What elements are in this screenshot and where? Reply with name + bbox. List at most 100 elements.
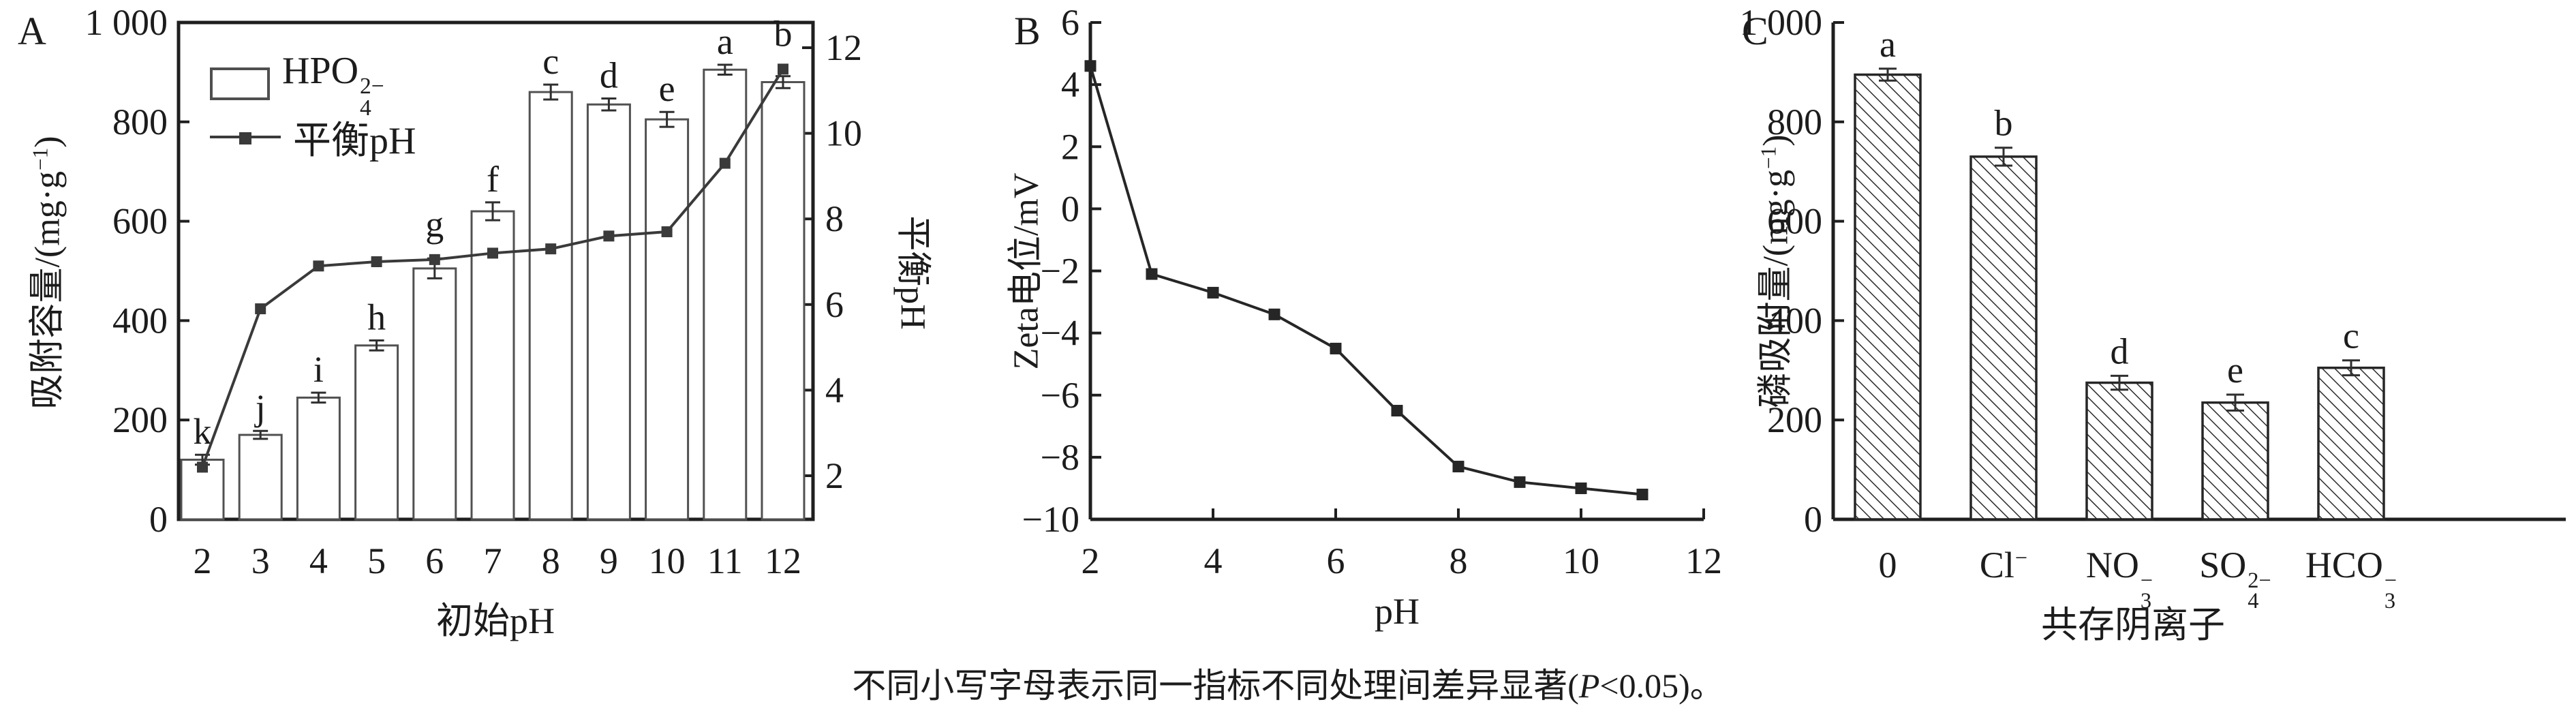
significance-letter: h <box>367 297 386 338</box>
axis-label-a-x: 初始pH <box>436 600 555 641</box>
y-tick-label-b: 6 <box>1061 2 1079 43</box>
x-tick-label-c: HCO −3 <box>2305 545 2397 614</box>
axis-label-c-y-text: 磷吸附量/(mg·g <box>1756 169 1796 408</box>
bar-anion <box>2201 401 2269 521</box>
line-marker-b <box>1575 482 1587 494</box>
significance-letter-c: b <box>1995 103 2013 144</box>
y-tick-label-right: 10 <box>825 113 862 154</box>
x-tick-label-c: SO 2− 4 <box>2199 545 2271 614</box>
y-tick-label-b: 4 <box>1061 64 1079 105</box>
significance-letter: e <box>659 68 675 109</box>
line-marker <box>661 226 673 238</box>
bar-hpo4 <box>528 91 573 521</box>
y-tick-label-b: 2 <box>1061 126 1079 167</box>
significance-letter-c: e <box>2227 350 2243 391</box>
y-tick-label-b: −2 <box>1041 251 1079 292</box>
axis-label-c-y: 磷吸附量/(mg·g−1) <box>1747 134 1798 408</box>
axis-label-b-y-text: Zeta电位/mV <box>1007 172 1046 370</box>
y-tick-label-right: 8 <box>825 198 844 239</box>
x-tick-label: 12 <box>765 540 801 581</box>
legend-hpo4-label: HPO 2− 4 <box>282 49 384 119</box>
bar-swatch-icon <box>210 67 270 100</box>
bar-hpo4 <box>761 80 806 521</box>
caption-post: <0.05)。 <box>1599 667 1724 705</box>
line-swatch-icon <box>210 132 281 144</box>
line-marker-b <box>1330 342 1342 354</box>
significance-letter: k <box>194 411 212 452</box>
legend-hpo4-main: HPO <box>282 49 359 92</box>
legend-ph-label: 平衡pH <box>293 119 416 162</box>
y-tick-label-c: 0 <box>1804 499 1822 540</box>
y-tick-label-left: 600 <box>112 201 168 242</box>
y-tick-label-b: 0 <box>1061 188 1079 229</box>
line-marker <box>719 157 731 169</box>
line-marker <box>313 260 324 272</box>
significance-letter: f <box>487 159 499 200</box>
panel-label-a: A <box>18 9 46 53</box>
bar-anion <box>2317 366 2385 521</box>
significance-letter: j <box>254 387 266 428</box>
zeta-line <box>1089 65 1643 496</box>
legend: HPO 2− 4 平衡pH <box>210 50 416 164</box>
y-tick-label-right: 2 <box>825 455 844 496</box>
significance-letter: g <box>425 204 444 245</box>
bar-hpo4 <box>238 433 283 521</box>
y-tick-label-left: 1 000 <box>85 2 168 43</box>
significance-letter-c: c <box>2343 316 2359 356</box>
line-marker-b <box>1391 405 1403 417</box>
x-tick-label: 2 <box>194 540 212 581</box>
y-tick-label-b: −4 <box>1041 313 1079 354</box>
bar-hpo4 <box>296 396 341 521</box>
bar-hpo4 <box>703 68 748 521</box>
bar-hpo4 <box>354 344 399 521</box>
x-tick-label: 6 <box>425 540 444 581</box>
x-tick-label: 11 <box>707 540 743 581</box>
axis-label-a-right-text: 平衡pH <box>893 215 932 330</box>
y-tick-label-left: 200 <box>112 399 168 440</box>
x-tick-label-b: 10 <box>1563 540 1599 581</box>
x-tick-label: 3 <box>251 540 270 581</box>
line-marker <box>487 247 498 259</box>
axis-label-a-right: 平衡pH <box>891 215 942 330</box>
figure-caption: 不同小写字母表示同一指标不同处理间差异显著(P<0.05)。 <box>0 658 2576 707</box>
line-marker <box>255 303 266 315</box>
bar-hpo4 <box>470 210 515 521</box>
y-tick-label-right: 12 <box>825 27 862 68</box>
y-tick-label-c: 800 <box>1767 102 1822 142</box>
bar-anion <box>1854 73 1922 521</box>
line-marker-b <box>1084 60 1097 72</box>
x-tick-label: 9 <box>600 540 618 581</box>
y-tick-label-left: 400 <box>112 300 168 341</box>
axis-label-c-x: 共存阴离子 <box>2041 605 2225 645</box>
legend-item-ph: 平衡pH <box>210 110 416 164</box>
significance-letter: d <box>600 55 618 96</box>
line-marker-b <box>1207 286 1219 299</box>
line-marker <box>429 254 440 265</box>
line-marker-b <box>1636 489 1649 501</box>
x-tick-label: 4 <box>309 540 328 581</box>
panel-label-c: C <box>1742 9 1768 53</box>
axis-label-b-x: pH <box>1375 591 1420 632</box>
x-tick-label-b: 6 <box>1327 540 1345 581</box>
axis-label-a-left-text: 吸附容量/(mg·g <box>28 170 67 410</box>
y-tick-label-b: −10 <box>1022 499 1079 540</box>
x-tick-label-c: Cl− <box>1979 545 2028 585</box>
x-tick-label: 7 <box>484 540 502 581</box>
y-tick-label-b: −8 <box>1041 437 1079 478</box>
significance-letter: b <box>774 13 793 54</box>
significance-letter-c: a <box>1880 24 1896 65</box>
x-tick-label: 10 <box>649 540 686 581</box>
y-tick-label-c: 200 <box>1767 399 1822 440</box>
bar-hpo4 <box>586 103 631 521</box>
y-tick-label-left: 800 <box>112 102 168 142</box>
caption-p-italic: P <box>1578 667 1600 705</box>
bar-hpo4 <box>412 267 457 521</box>
axis-label-c-y-sup: −1 <box>1756 146 1781 169</box>
y-tick-label-right: 4 <box>825 369 844 410</box>
y-tick-label-b: −6 <box>1041 375 1079 416</box>
line-marker <box>545 243 557 255</box>
y-tick-label-left: 0 <box>149 499 168 540</box>
chart-c: 0 200 400 600 800 1 000 a b d e c <box>1740 2 2566 540</box>
